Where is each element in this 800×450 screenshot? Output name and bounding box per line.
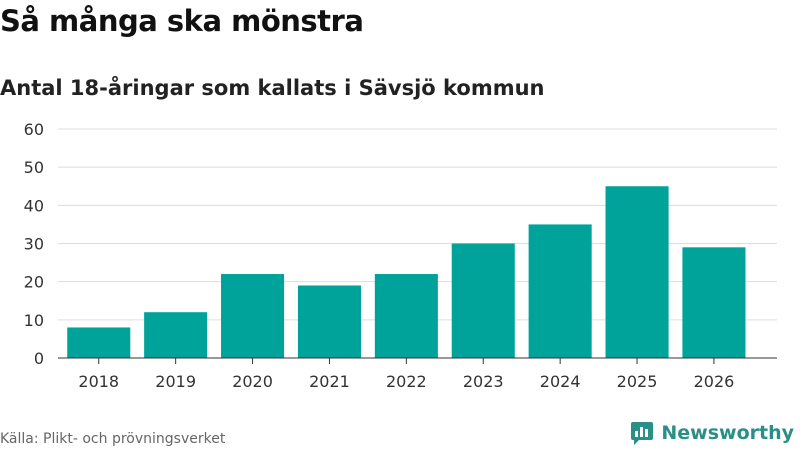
x-axis-ticks: 2018 2019 2020 2021 2022 2023 2024 2025 2026 — [78, 358, 734, 391]
newsworthy-logo-icon — [631, 422, 654, 445]
chart-title: Så många ska mönstra — [0, 4, 364, 38]
bar — [67, 327, 131, 358]
x-tick-label: 2023 — [463, 372, 504, 391]
bar — [528, 224, 592, 358]
y-axis-ticks: 0 10 20 30 40 50 60 — [24, 120, 44, 368]
y-tick-label: 30 — [24, 235, 44, 254]
bar — [451, 243, 515, 358]
x-tick-label: 2018 — [78, 372, 119, 391]
bar — [221, 274, 285, 358]
bar — [297, 285, 361, 358]
y-tick-label: 0 — [34, 349, 44, 368]
brand-name: Newsworthy — [661, 422, 794, 444]
x-tick-label: 2019 — [155, 372, 196, 391]
y-tick-label: 60 — [24, 120, 44, 139]
source-note: Källa: Plikt- och prövningsverket — [0, 431, 226, 447]
x-tick-label: 2025 — [617, 372, 658, 391]
x-tick-label: 2024 — [540, 372, 581, 391]
y-tick-label: 20 — [24, 273, 44, 292]
brand-logo: Newsworthy — [629, 420, 794, 446]
bar — [144, 312, 208, 358]
bar — [682, 247, 746, 358]
x-tick-label: 2022 — [386, 372, 427, 391]
chart-subtitle: Antal 18-åringar som kallats i Sävsjö ko… — [0, 76, 545, 100]
bar — [374, 274, 438, 358]
bars — [67, 186, 746, 358]
y-tick-label: 10 — [24, 311, 44, 330]
x-tick-label: 2021 — [309, 372, 350, 391]
x-tick-label: 2026 — [694, 372, 735, 391]
bar — [605, 186, 669, 358]
x-tick-label: 2020 — [232, 372, 273, 391]
y-tick-label: 50 — [24, 158, 44, 177]
y-tick-label: 40 — [24, 196, 44, 215]
